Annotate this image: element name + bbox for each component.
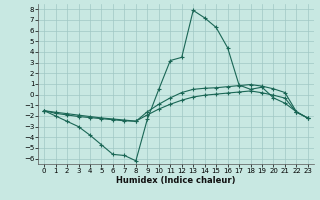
X-axis label: Humidex (Indice chaleur): Humidex (Indice chaleur): [116, 176, 236, 185]
